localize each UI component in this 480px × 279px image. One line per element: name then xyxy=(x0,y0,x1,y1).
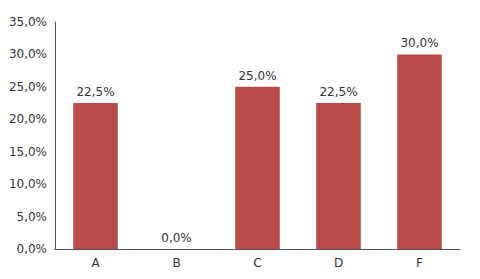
svg-text:0,0%: 0,0% xyxy=(161,231,192,245)
svg-text:D: D xyxy=(334,256,343,270)
svg-text:20,0%: 20,0% xyxy=(9,112,47,126)
svg-text:30,0%: 30,0% xyxy=(400,36,438,50)
svg-text:B: B xyxy=(172,256,180,270)
svg-text:0,0%: 0,0% xyxy=(17,242,48,256)
svg-text:F: F xyxy=(416,256,423,270)
svg-text:22,5%: 22,5% xyxy=(319,85,357,99)
svg-text:30,0%: 30,0% xyxy=(9,47,47,61)
svg-text:10,0%: 10,0% xyxy=(9,177,47,191)
svg-text:22,5%: 22,5% xyxy=(76,85,114,99)
svg-text:C: C xyxy=(253,256,261,270)
svg-text:35,0%: 35,0% xyxy=(9,15,47,29)
svg-text:A: A xyxy=(91,256,100,270)
svg-text:15,0%: 15,0% xyxy=(9,145,47,159)
svg-text:25,0%: 25,0% xyxy=(238,69,276,83)
svg-text:25,0%: 25,0% xyxy=(9,80,47,94)
svg-text:5,0%: 5,0% xyxy=(17,210,48,224)
